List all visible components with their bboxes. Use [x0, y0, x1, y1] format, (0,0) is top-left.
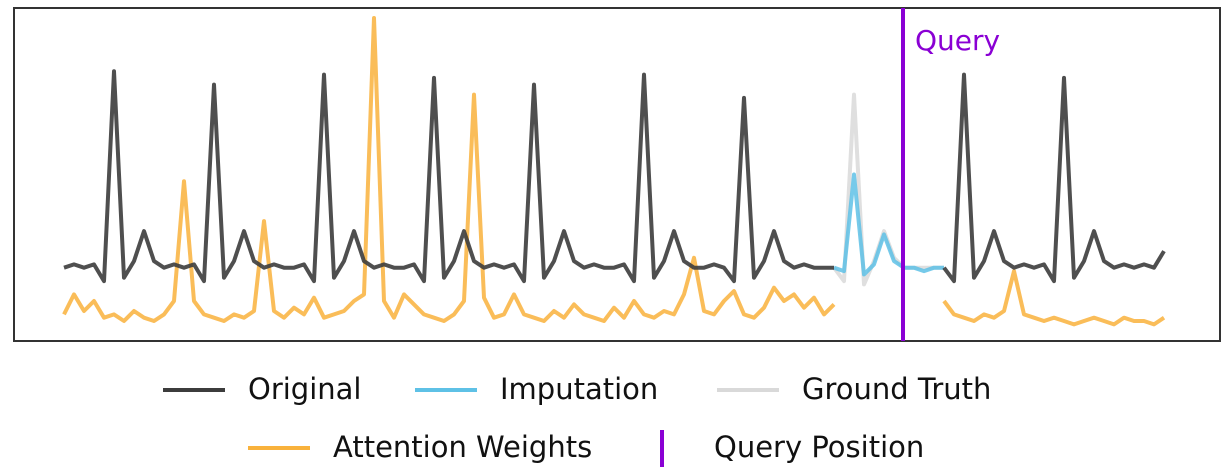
legend-label: Ground Truth	[802, 372, 991, 406]
series-line	[833, 172, 944, 277]
legend-label: Query Position	[714, 430, 924, 464]
plot-frame	[13, 7, 1221, 342]
legend-label: Imputation	[500, 372, 658, 406]
series-line	[63, 69, 1166, 284]
legend-label: Original	[248, 372, 361, 406]
legend-label: Attention Weights	[333, 430, 592, 464]
series-line	[62, 16, 1166, 327]
legend: Original Imputation Ground Truth Attention …	[163, 372, 991, 467]
query-annotation: Query	[915, 24, 1000, 57]
plot-area: Query	[62, 8, 1166, 341]
